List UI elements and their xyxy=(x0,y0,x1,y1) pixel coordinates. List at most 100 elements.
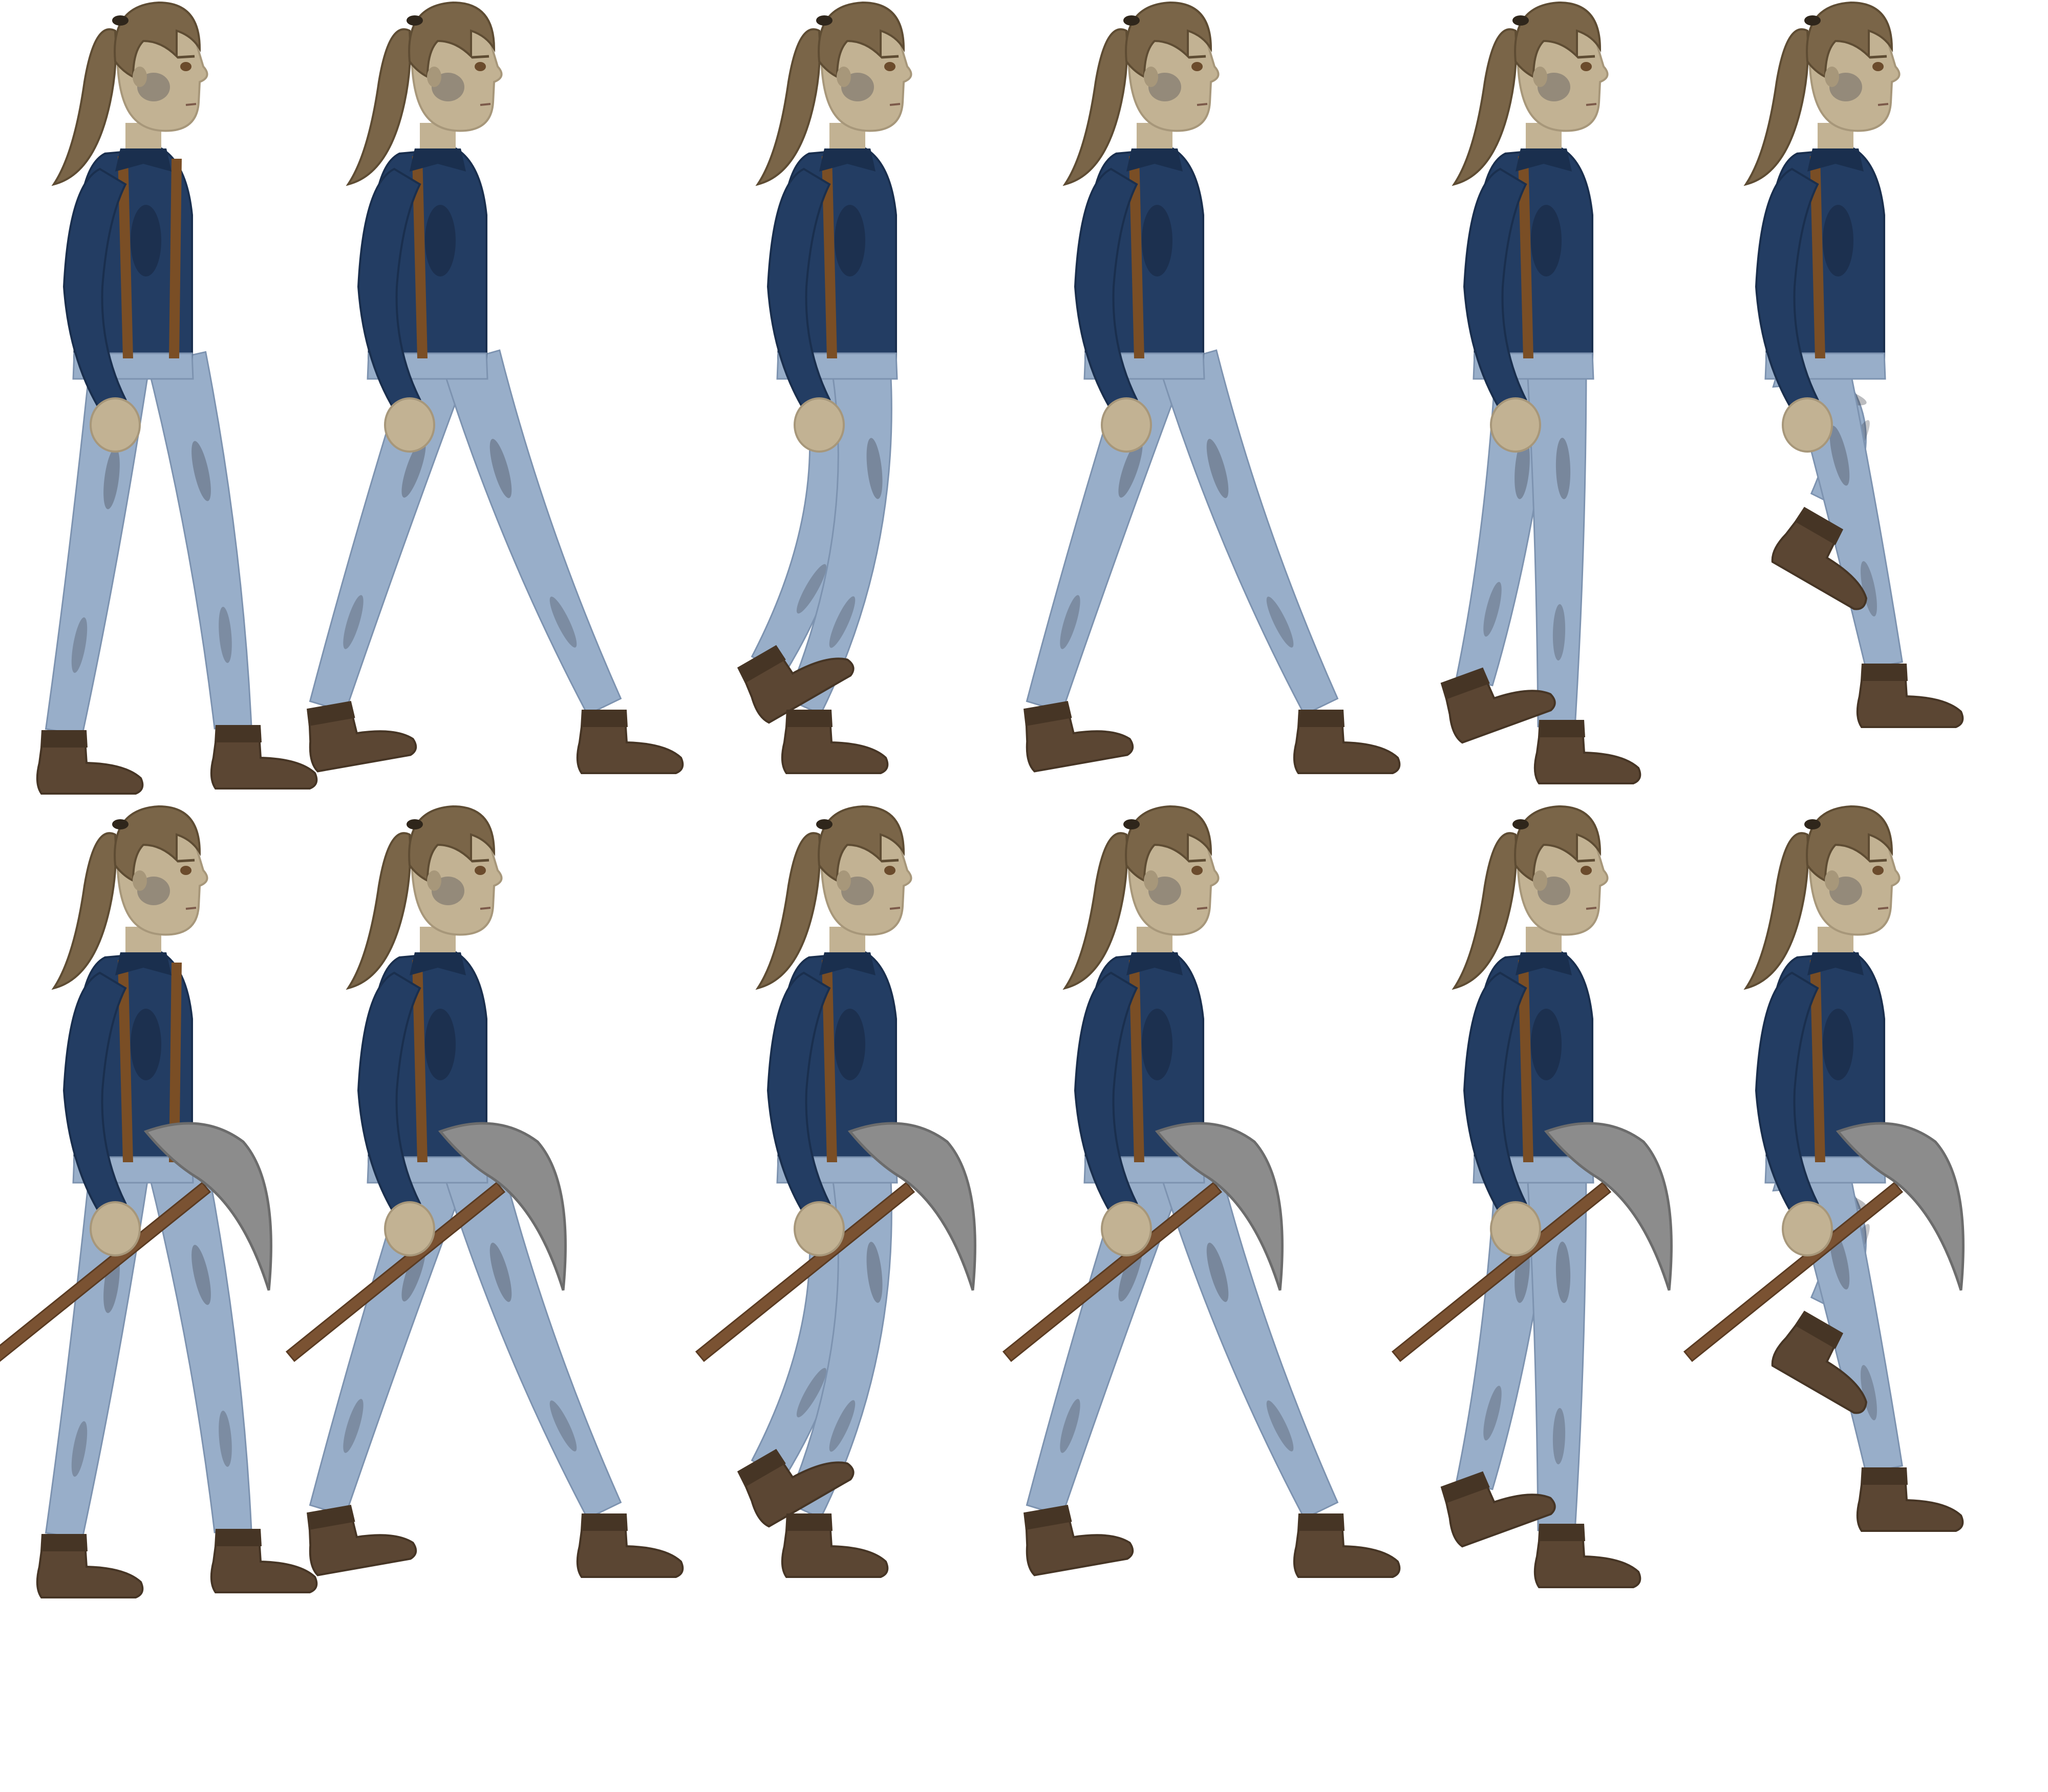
hand xyxy=(794,1201,845,1256)
ponytail xyxy=(1452,28,1518,186)
ponytail xyxy=(346,28,412,186)
collar xyxy=(1516,952,1572,975)
hand xyxy=(90,1201,141,1256)
front-leg xyxy=(441,349,622,716)
jeans-dirt xyxy=(219,607,232,663)
boot-cuff xyxy=(1861,664,1908,681)
suspender xyxy=(1810,156,1825,358)
character-frame xyxy=(737,1,912,774)
jeans-dirt xyxy=(489,1243,512,1302)
shirt-grime xyxy=(131,205,161,276)
mouth xyxy=(1878,907,1889,910)
shirt-grime xyxy=(1142,205,1172,276)
pickaxe-head xyxy=(1155,1122,1284,1291)
hand xyxy=(90,397,141,453)
front-leg xyxy=(1158,349,1339,716)
shirt-grime xyxy=(835,1009,865,1080)
jeans-dirt xyxy=(1552,604,1566,660)
suspender xyxy=(1129,960,1144,1162)
ponytail xyxy=(755,832,821,990)
back-boot xyxy=(36,1534,144,1598)
boot-cuff xyxy=(40,1534,88,1551)
back-leg xyxy=(1026,1151,1186,1517)
hair-tie xyxy=(407,15,423,26)
suspender xyxy=(822,960,837,1162)
hair xyxy=(408,1,496,79)
hair-tie xyxy=(112,819,129,829)
jeans-dirt xyxy=(191,441,211,501)
ponytail xyxy=(1062,832,1128,990)
boot-cuff xyxy=(1297,710,1345,727)
front-leg xyxy=(1158,1153,1339,1520)
suspender xyxy=(412,156,428,358)
mouth xyxy=(480,907,491,910)
jeans-dirt xyxy=(1552,1408,1566,1464)
front-boot xyxy=(1533,1524,1641,1588)
jeans-dirt xyxy=(866,438,883,499)
eyebrow xyxy=(881,859,899,863)
hair-tie xyxy=(1512,15,1529,26)
back-leg xyxy=(309,348,470,713)
front-boot xyxy=(1856,1467,1964,1532)
hair xyxy=(818,805,905,883)
mouth xyxy=(185,907,197,910)
jeans-dirt xyxy=(1483,1385,1502,1441)
eye xyxy=(475,62,486,71)
back-boot xyxy=(307,701,417,773)
eyebrow xyxy=(472,859,489,863)
collar xyxy=(410,952,466,975)
hand xyxy=(1782,1201,1833,1256)
ponytail xyxy=(1743,28,1809,186)
eye xyxy=(180,866,191,875)
eye xyxy=(180,62,191,71)
front-leg xyxy=(146,351,252,730)
back-boot xyxy=(1440,667,1556,744)
hair-tie xyxy=(407,819,423,829)
hair xyxy=(408,805,496,883)
jeans-dirt xyxy=(829,596,856,648)
front-boot xyxy=(781,1513,889,1578)
boot-cuff xyxy=(581,1513,628,1531)
back-leg xyxy=(1026,348,1186,713)
hair-tie xyxy=(1123,819,1140,829)
hair-tie xyxy=(112,15,129,26)
front-boot xyxy=(1533,720,1641,784)
back-boot xyxy=(36,730,144,795)
eyebrow xyxy=(881,55,899,59)
mouth xyxy=(1878,103,1889,106)
hair-tie xyxy=(816,819,833,829)
front-boot xyxy=(576,1513,684,1578)
ear xyxy=(133,870,147,891)
ear xyxy=(1825,67,1839,87)
hair xyxy=(1806,1,1893,79)
jeans-dirt xyxy=(1555,438,1571,499)
front-boot xyxy=(1293,710,1401,774)
boot-cuff xyxy=(785,710,833,727)
shirt-grime xyxy=(1142,1009,1172,1080)
collar xyxy=(819,148,876,172)
pickaxe-head xyxy=(1544,1122,1673,1291)
mouth xyxy=(1586,103,1597,106)
shirt-grime xyxy=(1531,205,1562,276)
eyebrow xyxy=(1188,859,1206,863)
back-boot xyxy=(1771,506,1867,610)
mouth xyxy=(889,103,901,106)
boot-cuff xyxy=(215,1529,262,1546)
ponytail xyxy=(346,832,412,990)
mouth xyxy=(1197,907,1208,910)
mouth xyxy=(480,103,491,106)
front-boot xyxy=(576,710,684,774)
shirt-grime xyxy=(1823,205,1853,276)
jeans-dirt xyxy=(1206,439,1229,498)
jeans-dirt xyxy=(401,439,426,498)
hair xyxy=(1125,1,1212,79)
front-boot xyxy=(1293,1513,1401,1578)
eyebrow xyxy=(177,55,195,59)
hair xyxy=(1125,805,1212,883)
collar xyxy=(1126,148,1183,172)
jeans-dirt xyxy=(71,1421,88,1477)
eye xyxy=(1581,62,1592,71)
collar xyxy=(1807,952,1864,975)
suspender xyxy=(1518,960,1533,1162)
jeans-dirt xyxy=(1483,582,1502,637)
